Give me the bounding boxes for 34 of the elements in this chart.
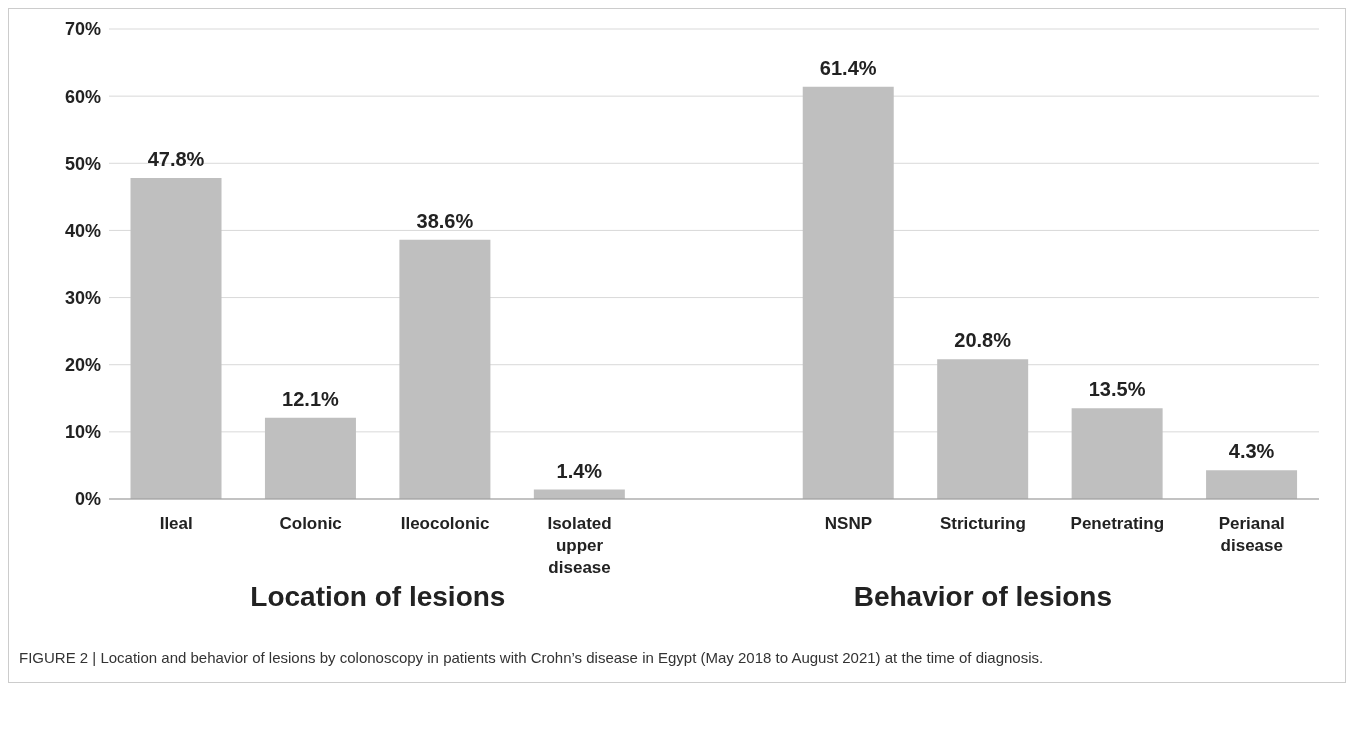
x-tick-label: Ileocolonic (400, 514, 490, 533)
text: Location of lesions (249, 581, 507, 613)
data-label: 47.8% (147, 148, 205, 171)
bar (264, 417, 356, 499)
data-label: 1.4% (556, 459, 603, 482)
bar (802, 86, 894, 499)
data-label: 20.8% (954, 329, 1012, 352)
x-tick-label: Perianal disease (1218, 514, 1285, 555)
bar (1071, 408, 1163, 499)
data-label: 12.1% (282, 387, 340, 410)
bar (1206, 470, 1298, 499)
y-tick-label: 50% (64, 153, 101, 174)
x-tick-label: Isolated upper disease (547, 514, 612, 577)
y-tick-label: 30% (64, 287, 101, 308)
x-tick-label: Penetrating (1070, 514, 1165, 533)
y-tick-label: 60% (64, 86, 101, 107)
bar (937, 359, 1029, 499)
caption: FIGURE 2 | Location and behavior of lesions by colonoscopy in patients with Crohn’s disease in Egypt (May 2018 to August 2021) at the time of diagnosis. (18, 648, 1045, 668)
y-tick-label: 20% (64, 355, 101, 376)
y-tick-label: 0% (74, 489, 101, 510)
data-label: 38.6% (416, 209, 474, 232)
bar (399, 239, 491, 499)
data-label: 61.4% (819, 56, 877, 79)
bar (130, 178, 222, 499)
y-tick-label: 70% (64, 19, 101, 40)
x-tick-label: Ileal (159, 514, 193, 533)
y-tick-label: 40% (64, 220, 101, 241)
y-tick-label: 10% (64, 422, 101, 443)
text: Behavior of lesions (852, 581, 1113, 613)
data-label: 13.5% (1088, 378, 1146, 401)
x-tick-label: Stricturing (939, 514, 1026, 533)
x-tick-label: Colonic (279, 514, 342, 533)
data-label: 4.3% (1228, 440, 1275, 463)
x-tick-label: NSNP (824, 514, 873, 533)
